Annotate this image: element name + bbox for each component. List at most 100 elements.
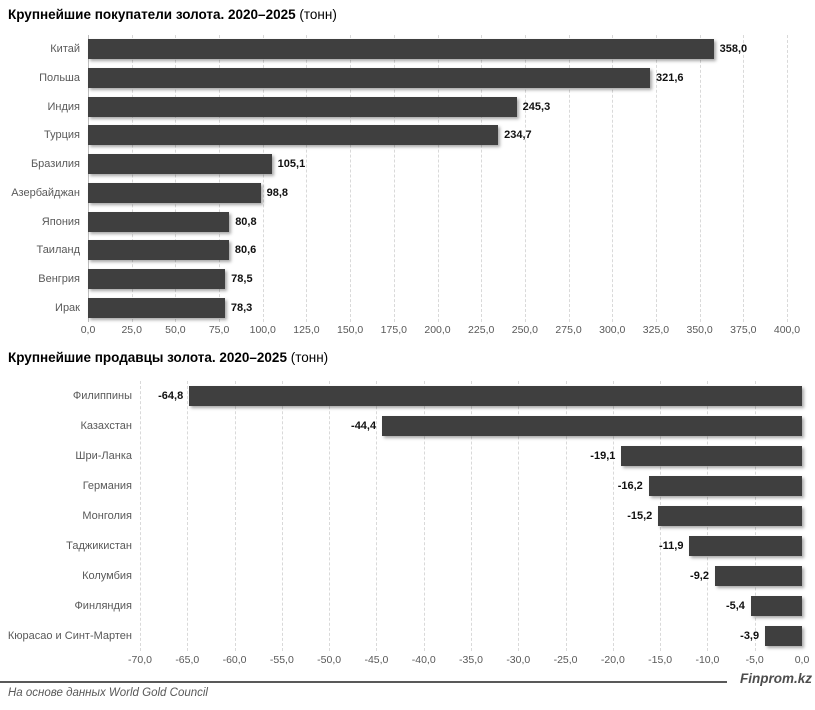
bar-row: Индия 245,3 [0,92,787,121]
category-label: Шри-Ланка [75,450,132,462]
gridline [140,381,141,651]
value-label: 234,7 [504,129,532,142]
value-label: -19,1 [590,450,616,462]
bar-track: 80,6 [88,236,787,265]
tick-label: 175,0 [380,324,407,336]
bar [715,566,802,586]
value-label: -44,4 [351,420,377,432]
bar-row: Казахстан -44,4 [0,411,802,441]
tick-label: 325,0 [642,324,670,336]
tick-label: 275,0 [555,324,582,336]
value-label: 80,6 [234,244,257,257]
bar-track: -64,8 [140,381,802,411]
category-label: Кюрасао и Синт-Мартен [7,630,132,642]
category-label: Монголия [82,510,132,522]
category-label: Япония [41,215,80,228]
bar [621,446,802,466]
tick-label: 50,0 [165,324,186,336]
category-label: Бразилия [30,158,80,171]
tick-label: 0,0 [80,324,96,336]
bar [88,154,272,175]
bar-track: 80,8 [88,207,787,236]
value-label: -11,9 [659,540,684,552]
gridline [612,35,614,322]
tick-label: 100,0 [249,324,276,336]
category-label: Азербайджан [11,186,80,199]
buyers-chart-title-unit: (тонн) [299,7,337,22]
gridline [88,35,89,322]
bar-row: Таджикистан -11,9 [0,531,802,561]
value-label: -3,9 [740,630,760,642]
buyers-gridlines [88,35,788,322]
bar-row: Колумбия -9,2 [0,561,802,591]
gridline [329,381,331,651]
gridline [787,35,788,322]
value-label: -64,8 [158,390,184,402]
bar-track: 245,3 [88,92,787,121]
tick-label: 350,0 [686,324,713,336]
bar-row: Венгрия 78,5 [0,265,787,294]
value-label: 358,0 [719,43,748,56]
gridline [219,35,221,322]
bar-row: Азербайджан 98,8 [0,179,787,208]
value-label: 80,8 [235,215,257,228]
gridline [187,381,189,651]
value-label: 78,3 [230,301,253,314]
bar-track: -15,2 [140,501,802,531]
bar [750,596,802,616]
tick-label: -25,0 [553,654,578,666]
category-label: Таджикистан [66,540,132,552]
value-label: -9,2 [690,570,709,582]
bar [189,386,802,406]
bar [88,240,229,261]
category-label: Китай [50,43,80,56]
tick-label: -5,0 [745,654,764,666]
tick-label: -70,0 [128,654,152,666]
sellers-x-axis: -70,0 -65,0 -60,0 -55,0 -50,0 -45,0 -40,0 -35,0… [128,652,809,668]
value-label: 321,6 [655,72,684,85]
value-label: 78,5 [231,272,253,285]
gridline [376,381,378,651]
tick-label: -20,0 [600,654,625,666]
tick-label: -40,0 [411,654,436,666]
bar [382,416,802,436]
category-label: Финляндия [74,600,132,612]
bar-row: Шри-Ланка -19,1 [0,441,802,471]
tick-label: 250,0 [511,324,539,336]
value-label: 105,1 [277,158,306,171]
gridline [306,35,308,322]
tick-label: -10,0 [695,654,720,666]
bar-track: -5,4 [140,591,802,621]
category-label: Венгрия [38,272,80,285]
bar-row: Турция 234,7 [0,121,787,150]
brand-logo: Finprom.kz [739,671,812,686]
bar-row: Монголия -15,2 [0,501,802,531]
value-label: -15,2 [627,510,653,522]
bar [689,536,802,556]
tick-label: -65,0 [175,654,200,666]
tick-label: -60,0 [222,654,247,666]
gridline [423,381,425,651]
bar-row: Польша 321,6 [0,64,787,93]
bar-track: 234,7 [88,121,787,150]
bar-track: 358,0 [88,35,787,64]
gridline [743,35,745,322]
sellers-rows: Филиппины -64,8 Казахстан -44,4 Шри-Ланка -19… [0,381,802,651]
category-label: Германия [82,480,132,492]
bar [88,268,226,289]
sellers-bar-chart: Филиппины -64,8 Казахстан -44,4 Шри-Ланка -19… [0,381,802,651]
category-label: Казахстан [80,420,132,432]
tick-label: 125,0 [293,324,320,336]
category-label: Польша [39,72,80,85]
bar-track: -3,9 [140,621,802,651]
gridline [518,381,520,651]
category-label: Колумбия [82,570,132,582]
bar-track: 105,1 [88,150,787,179]
tick-label: 225,0 [468,324,495,336]
bar-track: -44,4 [140,411,802,441]
gridline [281,381,283,651]
tick-label: -55,0 [269,654,294,666]
tick-label: -50,0 [317,654,342,666]
tick-label: 375,0 [730,324,757,336]
